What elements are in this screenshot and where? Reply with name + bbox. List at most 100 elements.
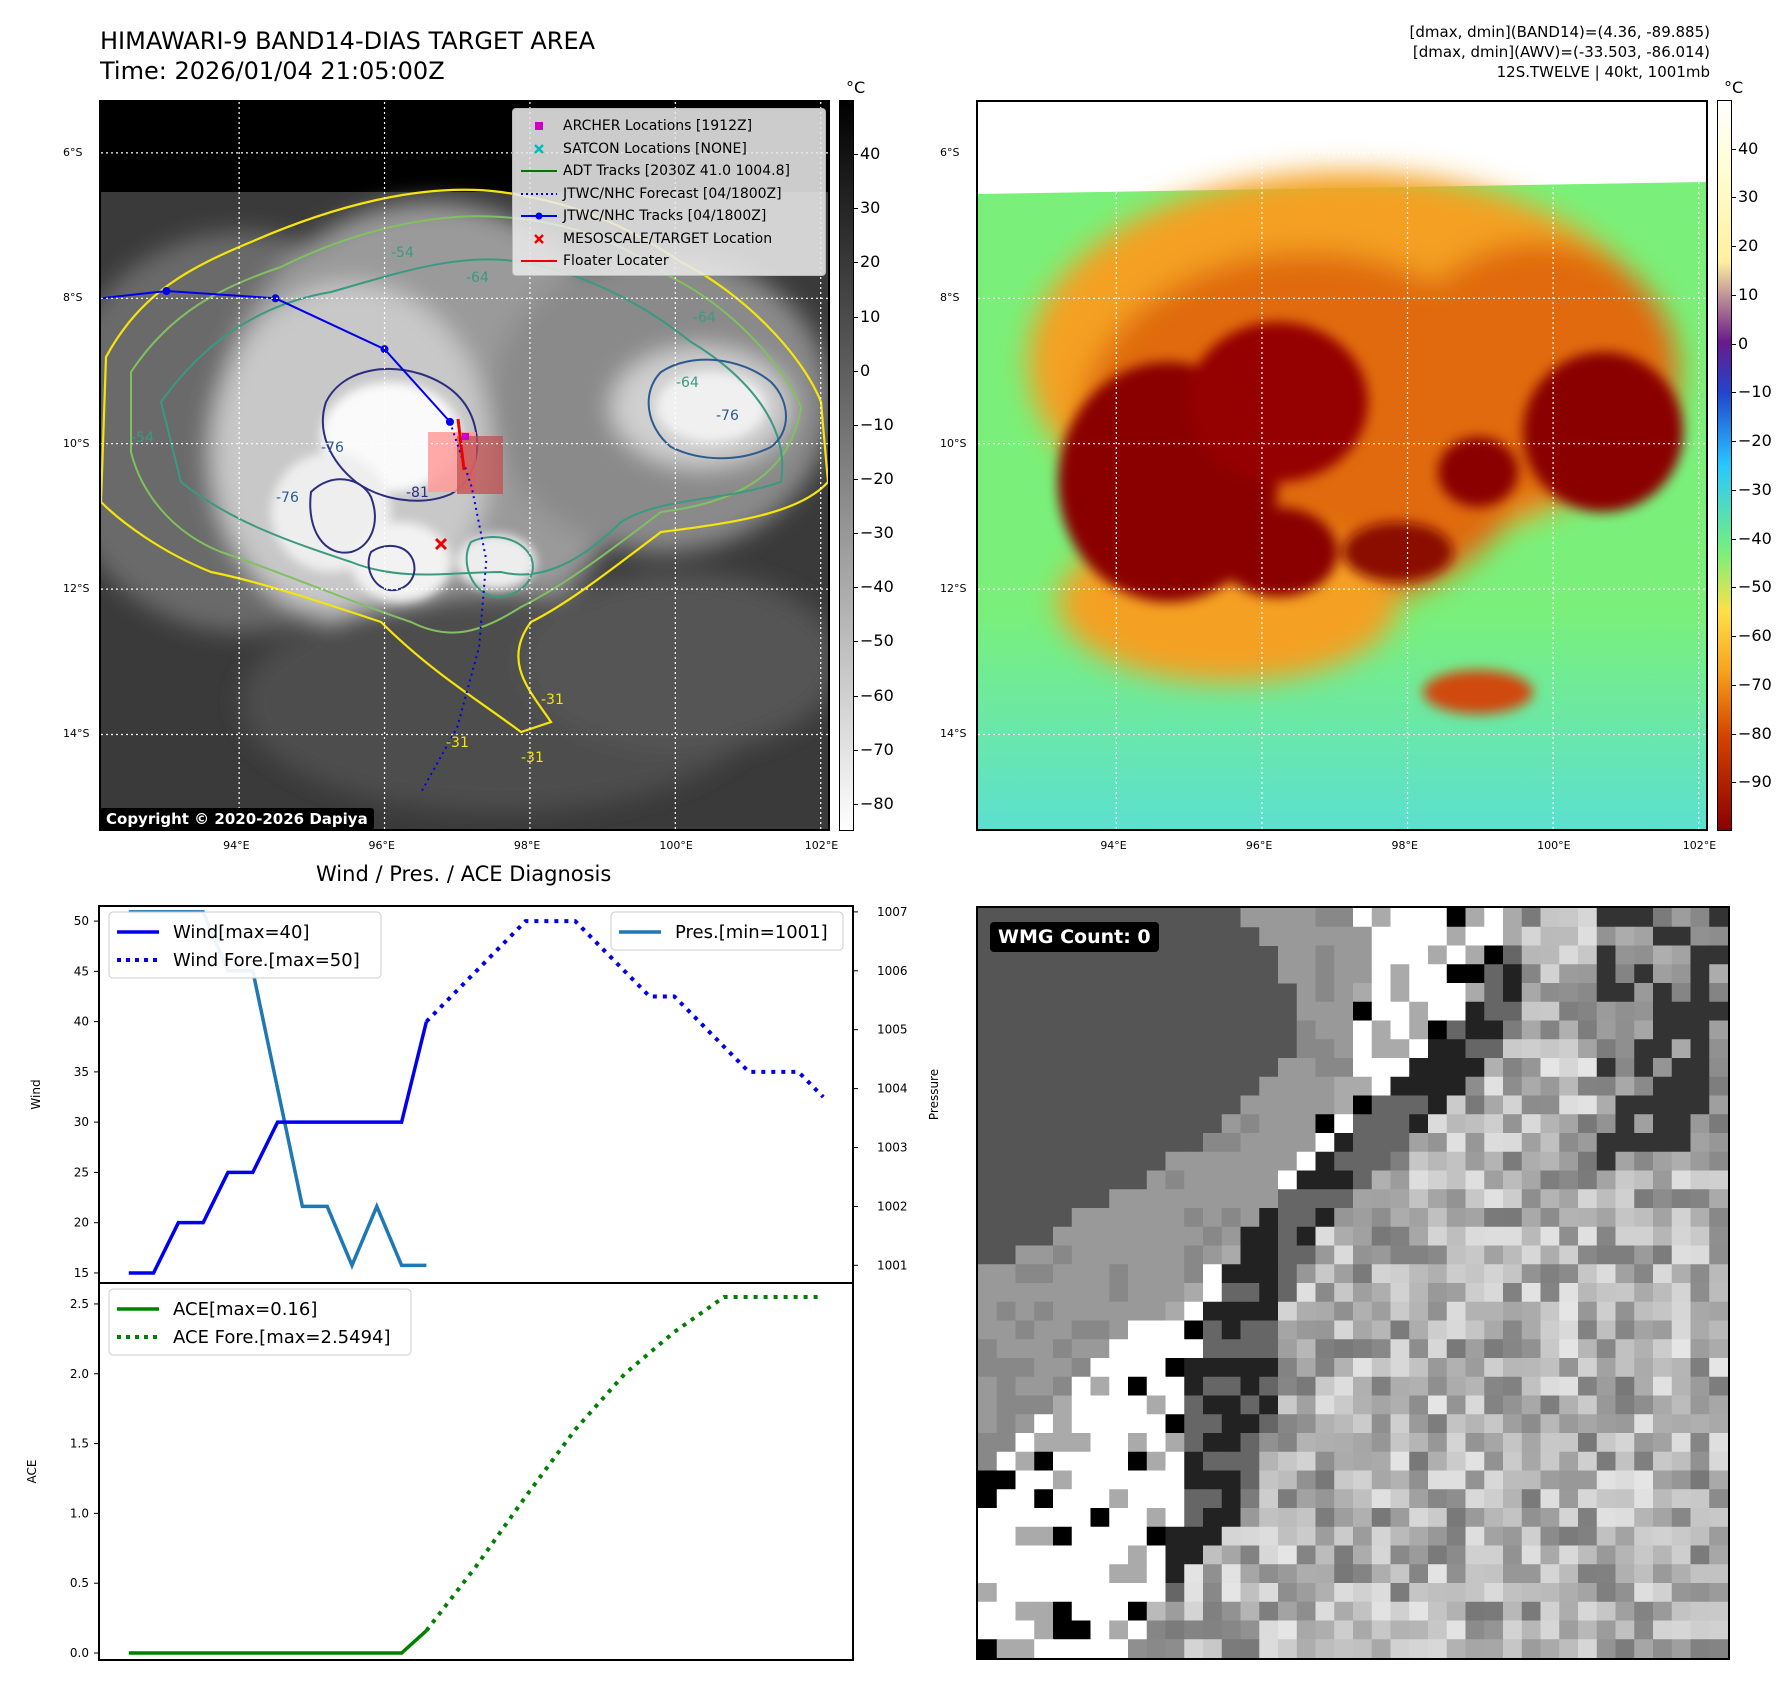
wmg-cell [1521,983,1541,1003]
wmg-cell [1334,1226,1354,1246]
wmg-cell [1278,1545,1298,1565]
wmg-cell [1559,1301,1579,1321]
awv-lat-label: 12°S [940,582,967,596]
wmg-cell [1128,1376,1148,1396]
wmg-cell [1428,1039,1448,1059]
wmg-cell [1334,1639,1354,1658]
awv-nodata-strip [978,102,1706,194]
wmg-cell [1521,1076,1541,1096]
wmg-cell [1653,983,1673,1003]
wmg-cell [1578,1526,1598,1546]
ace-axis-label: ACE [25,1460,39,1484]
wmg-cell [1109,1376,1129,1396]
wmg-cell [1559,1526,1579,1546]
wmg-cell [1128,1620,1148,1640]
wmg-cell [1503,926,1523,946]
wmg-cell [1184,1208,1204,1228]
wmg-cell [1578,1564,1598,1584]
wmg-cell [1071,1508,1091,1528]
awv-tick-mark [1731,197,1736,199]
wmg-cell [1409,1601,1429,1621]
wmg-cell [1428,1526,1448,1546]
wmg-cell [1578,1395,1598,1415]
wmg-cell [1240,1095,1260,1115]
wmg-cell [1296,1245,1316,1265]
wmg-cell [1015,1376,1035,1396]
wmg-cell [1465,1601,1485,1621]
legend-swatch [521,192,557,195]
wmg-cell [1296,1601,1316,1621]
awv-lat-label: 6°S [940,145,960,159]
wmg-cell [1596,1489,1616,1509]
wmg-cell [1653,1208,1673,1228]
wmg-cell [1053,1395,1073,1415]
wmg-cell [1371,983,1391,1003]
wmg-cell [1540,1151,1560,1171]
wmg-cell [1690,1414,1710,1434]
wmg-cell [1109,1451,1129,1471]
wmg-cell [1596,926,1616,946]
wmg-cell [1371,1583,1391,1603]
wmg-cell [1278,1095,1298,1115]
wmg-cell [1259,1489,1279,1509]
wmg-cell [996,1508,1016,1528]
wmg-cell [1371,1151,1391,1171]
wmg-cell [1146,1208,1166,1228]
wmg-cell [1615,1489,1635,1509]
wmg-cell [1371,1526,1391,1546]
wmg-cell [1465,1114,1485,1134]
wmg-cell [1259,908,1279,928]
wmg-cell [1184,1301,1204,1321]
wmg-cell [1240,1226,1260,1246]
wmg-cell [1015,1470,1035,1490]
wmg-cell [1296,1583,1316,1603]
wmg-cell [1315,1620,1335,1640]
wmg-cell [1671,1114,1691,1134]
wmg-cell [1165,1639,1185,1658]
wmg-cell [1409,1508,1429,1528]
wmg-cell [1315,945,1335,965]
wmg-cell [1109,1395,1129,1415]
wmg-cell [1315,1508,1335,1528]
wmg-cell [1240,1151,1260,1171]
legend-swatch [521,212,557,220]
wmg-cell [1109,1433,1129,1453]
wmg-cell [1653,1451,1673,1471]
wmg-cell [1690,926,1710,946]
wmg-cell [1503,1526,1523,1546]
wmg-cell [1615,926,1635,946]
wmg-cell [1203,1151,1223,1171]
wmg-cell [1709,945,1728,965]
wmg-cell [1559,1283,1579,1303]
wmg-cell [1353,1339,1373,1359]
wmg-cell [1409,1620,1429,1640]
wmg-cell [1559,1358,1579,1378]
wmg-cell [1390,1358,1410,1378]
wmg-cell [1465,926,1485,946]
wmg-cell [1071,1639,1091,1658]
wmg-cell [1015,1508,1035,1528]
wmg-cell [1521,1320,1541,1340]
pressure-tick-label: 1004 [877,1082,908,1096]
wmg-cell [1559,964,1579,984]
wmg-cell [1353,1489,1373,1509]
wmg-cell [996,1283,1016,1303]
wmg-cell [1165,1358,1185,1378]
wmg-cell [1015,1433,1035,1453]
wmg-count-badge: WMG Count: 0 [990,922,1159,952]
ir-tick-mark [853,749,858,751]
wmg-cell [1334,1301,1354,1321]
wmg-cell [1240,1414,1260,1434]
ir-tick-label: −10 [860,414,894,434]
ir-tick-label: 20 [860,252,881,272]
wmg-cell [1484,1508,1504,1528]
wmg-cell [1409,1020,1429,1040]
wmg-cell [1709,1076,1728,1096]
wmg-cell [996,1526,1016,1546]
wmg-cell [1390,1489,1410,1509]
wmg-cell [1521,1114,1541,1134]
wmg-cell [1278,1339,1298,1359]
wmg-cell [1559,1451,1579,1471]
wmg-cell [1409,1320,1429,1340]
wmg-cell [1540,1189,1560,1209]
